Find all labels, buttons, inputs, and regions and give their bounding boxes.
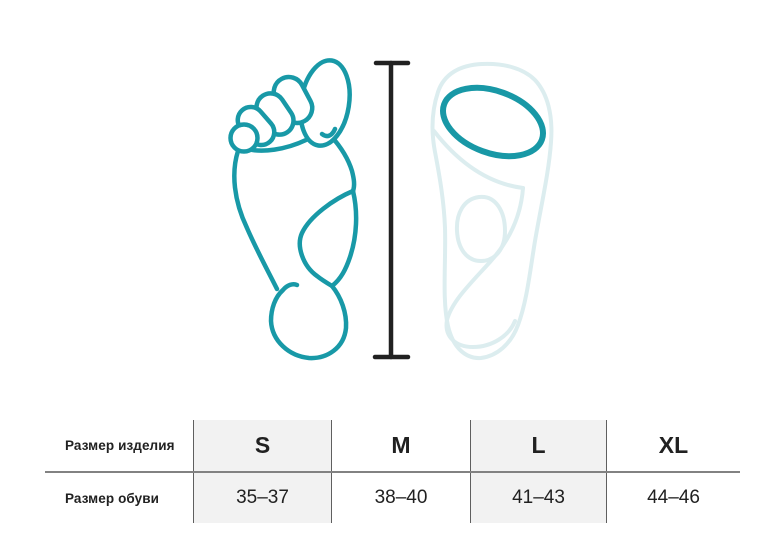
foot-arch-inner [297,188,356,289]
size-cell-m: M [391,432,411,458]
shoe-range-cell-l: 41–43 [470,473,607,523]
size-cell-l: L [470,420,607,471]
foot-heel [268,281,349,361]
size-table: Размер изделия S M L XL Размер обуви 35–… [45,420,740,523]
size-cell-xl: XL [658,432,689,458]
table-row-product-size: Размер изделия S M L XL [45,420,740,471]
insole-outline [430,61,554,361]
insole-icon [430,61,554,361]
insole-forefoot-seam [432,129,525,190]
shoe-range-cell-xl: 44–46 [647,487,700,508]
foot-sole-icon [232,129,359,361]
length-ruler-icon [372,60,411,360]
table-row-shoe-size: Размер обуви 35–37 38–40 41–43 44–46 [45,473,740,523]
foot-left-edge [232,148,280,292]
foot-measurement-illustration [228,58,554,361]
shoe-range-cell-m: 38–40 [374,487,428,508]
shoe-range-cell-s: 35–37 [193,473,332,523]
insole-arch-cushion [454,194,507,263]
insole-arch-seam [444,186,525,349]
product-size-label: Размер изделия [65,438,175,453]
foot-toes-icon [228,58,352,154]
foot-ball-notch [319,126,338,139]
shoe-size-label: Размер обуви [65,490,160,506]
foot-right-edge [328,133,357,194]
pinky-toe [228,122,260,154]
insole-metatarsal-pad-icon [439,84,547,160]
size-cell-s: S [193,420,332,471]
table-divider [45,471,740,473]
foot-arch-outer [329,188,359,289]
